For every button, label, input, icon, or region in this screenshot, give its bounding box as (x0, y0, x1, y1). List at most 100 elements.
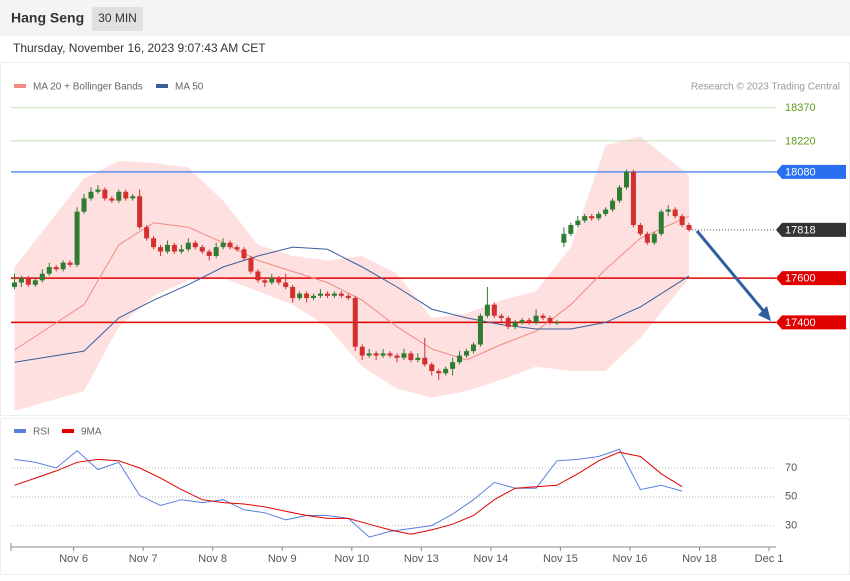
candle-body (199, 247, 205, 252)
candle-body (373, 353, 379, 356)
candle-body (505, 317, 511, 327)
candle-body (32, 280, 38, 285)
timestamp: Thursday, November 16, 2023 9:07:43 AM C… (13, 41, 266, 55)
candle-body (11, 282, 17, 287)
y-tick-label: 70 (785, 462, 797, 474)
candle-body (526, 320, 532, 323)
candle-body (554, 322, 560, 324)
forecast-arrow (695, 230, 768, 315)
y-tick-label: 30 (785, 520, 797, 532)
candle-body (533, 315, 539, 323)
candle-body (283, 282, 289, 287)
legend-swatch (14, 84, 26, 88)
candle-body (269, 278, 275, 283)
level-tag (776, 271, 846, 286)
candle-body (387, 353, 393, 356)
level-tag (776, 164, 846, 179)
level-label: 17818 (785, 224, 816, 236)
legend-swatch (14, 429, 26, 433)
candle-body (610, 200, 616, 210)
y-tick-label: 50 (785, 491, 797, 503)
candle-body (630, 171, 636, 225)
candle-body (491, 304, 497, 316)
candle-body (130, 196, 136, 199)
level-tag (776, 315, 846, 330)
candle-body (331, 293, 337, 296)
ma-line (14, 215, 690, 361)
candle-body (582, 216, 588, 221)
candle-body (297, 293, 303, 299)
x-tick-label: Nov 6 (59, 553, 88, 565)
x-tick-label: Nov 13 (404, 553, 439, 565)
candle-body (276, 278, 282, 283)
candle-body (568, 224, 574, 234)
instrument-title: Hang Seng (11, 10, 84, 26)
rsi-line (14, 448, 683, 538)
candle-body (255, 271, 261, 281)
rsi-line (14, 451, 683, 535)
candle-body (137, 196, 143, 228)
candle-body (457, 355, 463, 363)
candle-body (116, 191, 122, 201)
candle-body (53, 267, 59, 270)
candle-body (206, 251, 212, 256)
candle-body (123, 191, 129, 199)
level-label: 17600 (785, 273, 816, 285)
level-label: 18080 (785, 166, 816, 178)
interval-label: 30 MIN (98, 11, 137, 25)
x-tick-label: Nov 15 (543, 553, 578, 565)
candle-body (470, 344, 476, 352)
candle-body (178, 249, 184, 252)
candle-body (408, 353, 414, 360)
candle-body (679, 216, 685, 225)
candle-body (60, 262, 66, 270)
x-tick-label: Nov 7 (129, 553, 158, 565)
candle-body (519, 320, 525, 323)
x-tick-label: Nov 14 (473, 553, 508, 565)
ma-line (14, 246, 690, 363)
candle-body (422, 357, 428, 365)
candle-body (67, 262, 73, 265)
candle-body (665, 209, 671, 212)
candle-body (589, 216, 595, 219)
candle-body (25, 278, 31, 285)
candle-body (658, 211, 664, 234)
candle-body (248, 258, 254, 272)
candle-body (603, 209, 609, 214)
candle-body (151, 238, 157, 248)
candle-body (338, 293, 344, 296)
legend-label: 9MA (81, 427, 102, 438)
candle-body (290, 286, 296, 299)
candle-body (380, 353, 386, 356)
candle-body (88, 191, 94, 199)
candle-body (540, 315, 546, 318)
candle-body (39, 273, 45, 281)
level-label: 17400 (785, 317, 816, 329)
candle-body (74, 211, 80, 265)
candle-body (81, 198, 87, 212)
level-label: 18370 (785, 102, 816, 114)
candle-body (477, 315, 483, 345)
legend-label: MA 20 + Bollinger Bands (33, 82, 143, 93)
candle-body (234, 247, 240, 250)
interval-badge (92, 7, 143, 31)
candle-body (429, 364, 435, 372)
candle-body (262, 280, 268, 283)
candle-body (304, 293, 310, 299)
candle-body (436, 371, 442, 374)
bollinger-band (14, 136, 690, 411)
candle-body (623, 171, 629, 188)
candle-body (450, 362, 456, 369)
candle-body (324, 293, 330, 296)
x-tick-label: Nov 18 (682, 553, 717, 565)
candle-body (512, 322, 518, 327)
x-tick-label: Nov 10 (334, 553, 369, 565)
credit: Research © 2023 Trading Central (691, 82, 840, 93)
candle-body (464, 351, 470, 356)
candle-body (686, 224, 692, 230)
x-tick-label: Nov 9 (268, 553, 297, 565)
candle-body (241, 249, 247, 259)
candle-body (352, 298, 358, 347)
candle-body (171, 244, 177, 252)
